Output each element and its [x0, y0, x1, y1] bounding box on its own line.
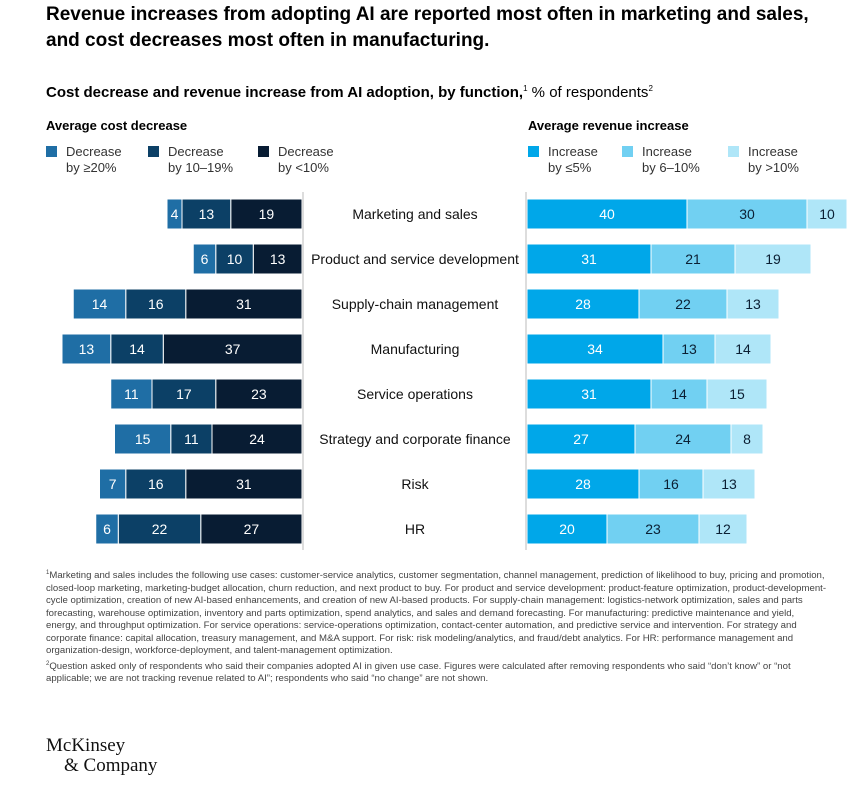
cost-panel-title: Average cost decrease	[46, 118, 187, 133]
legend-swatch	[148, 146, 159, 157]
legend-label-line2: by <10%	[278, 160, 329, 175]
revenue-panel-title: Average revenue increase	[528, 118, 689, 133]
cost-bar-label-strategy-and-corporate-finance-0: 15	[135, 431, 151, 447]
revenue-bar-label-hr-2: 12	[715, 521, 731, 537]
mckinsey-logo: McKinsey & Company	[46, 736, 157, 776]
legend-label-line1: Increase	[642, 144, 692, 159]
cost-bar-label-strategy-and-corporate-finance-1: 11	[184, 431, 199, 447]
logo-line-1: McKinsey	[46, 735, 125, 756]
category-label-risk: Risk	[401, 476, 429, 492]
category-label-manufacturing: Manufacturing	[371, 341, 460, 357]
revenue-bar-label-product-and-service-development-0: 31	[581, 251, 597, 267]
revenue-bar-label-manufacturing-2: 14	[735, 341, 751, 357]
footnote-1: 1Marketing and sales includes the follow…	[46, 567, 826, 658]
revenue-bar-label-hr-1: 23	[645, 521, 661, 537]
cost-bar-label-marketing-and-sales-1: 13	[199, 206, 215, 222]
revenue-bar-label-supply-chain-management-1: 22	[675, 296, 691, 312]
legend-label-line1: Decrease	[66, 144, 122, 159]
subtitle-rest: % of respondents	[528, 84, 649, 101]
category-label-strategy-and-corporate-finance: Strategy and corporate finance	[319, 431, 511, 447]
cost-bar-label-risk-2: 31	[236, 476, 252, 492]
revenue-bar-label-service-operations-0: 31	[581, 386, 597, 402]
legend-swatch	[528, 146, 539, 157]
revenue-bar-label-hr-0: 20	[559, 521, 575, 537]
cost-bar-label-product-and-service-development-2: 13	[270, 251, 286, 267]
revenue-bar-label-strategy-and-corporate-finance-1: 24	[675, 431, 691, 447]
subtitle-bold: Cost decrease and revenue increase from …	[46, 84, 523, 101]
legend-label-line2: by ≥20%	[66, 160, 117, 175]
cost-bar-label-marketing-and-sales-2: 19	[259, 206, 275, 222]
revenue-bar-label-strategy-and-corporate-finance-0: 27	[573, 431, 589, 447]
cost-bar-label-risk-1: 16	[148, 476, 164, 492]
revenue-bar-label-risk-0: 28	[575, 476, 591, 492]
revenue-legend: Increase by ≤5% Increase by 6–10% Increase…	[528, 144, 828, 178]
legend-label-line1: Decrease	[278, 144, 334, 159]
legend-swatch	[728, 146, 739, 157]
cost-bar-label-service-operations-0: 11	[124, 386, 139, 402]
cost-bar-label-manufacturing-0: 13	[79, 341, 95, 357]
cost-bar-label-supply-chain-management-2: 31	[236, 296, 252, 312]
logo-line-2: & Company	[46, 756, 157, 776]
revenue-bar-label-marketing-and-sales-0: 40	[599, 206, 615, 222]
category-label-service-operations: Service operations	[357, 386, 473, 402]
legend-swatch	[258, 146, 269, 157]
revenue-bar-label-supply-chain-management-2: 13	[745, 296, 761, 312]
legend-swatch	[622, 146, 633, 157]
revenue-bar-label-marketing-and-sales-1: 30	[739, 206, 755, 222]
revenue-bar-label-risk-1: 16	[663, 476, 679, 492]
footnote-1-text: Marketing and sales includes the followi…	[46, 570, 826, 656]
cost-bar-label-risk-0: 7	[109, 476, 117, 492]
legend-label-line1: Increase	[548, 144, 598, 159]
subtitle-footnote-mark-2: 2	[648, 84, 652, 93]
cost-bar-label-supply-chain-management-0: 14	[92, 296, 108, 312]
cost-bar-label-hr-2: 27	[244, 521, 260, 537]
revenue-bar-label-service-operations-1: 14	[671, 386, 687, 402]
cost-bar-label-product-and-service-development-1: 10	[227, 251, 243, 267]
cost-bar-label-marketing-and-sales-0: 4	[171, 206, 179, 222]
cost-bar-label-hr-0: 6	[103, 521, 111, 537]
cost-bar-label-strategy-and-corporate-finance-2: 24	[249, 431, 265, 447]
category-label-supply-chain-management: Supply-chain management	[332, 296, 499, 312]
chart-subtitle: Cost decrease and revenue increase from …	[46, 79, 653, 103]
category-label-hr: HR	[405, 521, 425, 537]
cost-bar-label-hr-1: 22	[152, 521, 168, 537]
revenue-bar-label-strategy-and-corporate-finance-2: 8	[743, 431, 751, 447]
legend-label-line1: Decrease	[168, 144, 224, 159]
cost-bar-label-product-and-service-development-0: 6	[201, 251, 209, 267]
legend-label-line2: by 6–10%	[642, 160, 700, 175]
category-label-product-and-service-development: Product and service development	[311, 251, 519, 267]
legend-label-line2: by ≤5%	[548, 160, 591, 175]
revenue-bar-label-product-and-service-development-2: 19	[765, 251, 781, 267]
footnote-2: 2Question asked only of respondents who …	[46, 658, 826, 686]
cost-legend: Decrease by ≥20% Decrease by 10–19% Decrea…	[46, 144, 346, 178]
cost-bar-label-supply-chain-management-1: 16	[148, 296, 164, 312]
cost-bar-label-service-operations-2: 23	[251, 386, 267, 402]
legend-label-line1: Increase	[748, 144, 798, 159]
revenue-bar-label-service-operations-2: 15	[729, 386, 745, 402]
cost-bar-label-manufacturing-1: 14	[129, 341, 145, 357]
category-label-marketing-and-sales: Marketing and sales	[352, 206, 477, 222]
revenue-bar-label-marketing-and-sales-2: 10	[819, 206, 835, 222]
footnote-2-text: Question asked only of respondents who s…	[46, 661, 791, 685]
diverging-bar-chart: Marketing and sales 19 13 4 40 30 10 Product an…	[0, 190, 866, 555]
revenue-bar-label-product-and-service-development-1: 21	[685, 251, 701, 267]
revenue-bar-label-manufacturing-1: 13	[681, 341, 697, 357]
revenue-bar-label-manufacturing-0: 34	[587, 341, 603, 357]
revenue-bar-label-supply-chain-management-0: 28	[575, 296, 591, 312]
footnotes: 1Marketing and sales includes the follow…	[46, 567, 826, 686]
headline: Revenue increases from adopting AI are r…	[46, 2, 846, 54]
legend-label-line2: by >10%	[748, 160, 799, 175]
legend-label-line2: by 10–19%	[168, 160, 233, 175]
cost-bar-label-service-operations-1: 17	[176, 386, 192, 402]
cost-bar-label-manufacturing-2: 37	[225, 341, 241, 357]
legend-swatch	[46, 146, 57, 157]
revenue-bar-label-risk-2: 13	[721, 476, 737, 492]
